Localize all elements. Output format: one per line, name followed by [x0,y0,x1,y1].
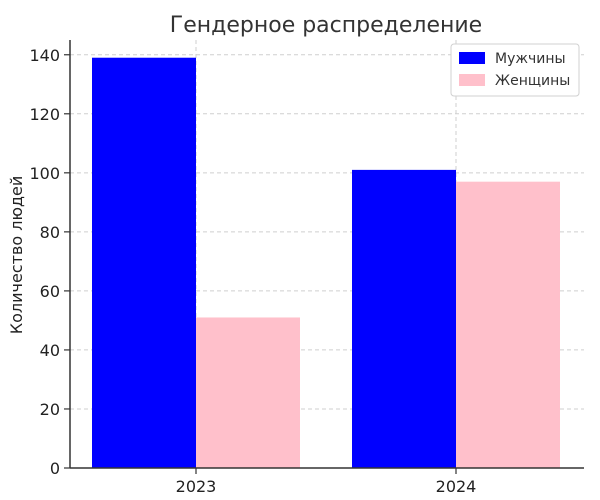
y-tick-label: 100 [29,164,60,183]
bar-women-2024 [456,181,560,469]
legend: Мужчины Женщины [450,43,580,97]
legend-swatch-men [459,52,485,64]
x-axis-ticks: 2023 2024 [176,468,477,496]
x-tick-label: 2023 [176,477,217,496]
y-tick-label: 20 [40,400,60,419]
y-tick-label: 40 [40,341,60,360]
y-tick-label: 120 [29,105,60,124]
legend-label-men: Мужчины [495,51,566,67]
axes [69,40,584,469]
y-tick-label: 140 [29,46,60,65]
legend-label-women: Женщины [495,73,570,89]
y-tick-label: 0 [50,459,60,478]
bar-men-2024 [352,169,456,468]
bar-women-2023 [196,317,300,468]
chart-title: Гендерное распределение [170,13,482,38]
y-axis-label: Количество людей [7,176,26,335]
legend-swatch-women [459,74,485,86]
y-tick-label: 60 [40,282,60,301]
y-tick-label: 80 [40,223,60,242]
bar-men-2023 [92,57,196,468]
y-axis-ticks: 0 20 40 60 80 100 120 140 [29,46,70,478]
x-tick-label: 2024 [436,477,477,496]
bars [92,57,560,469]
